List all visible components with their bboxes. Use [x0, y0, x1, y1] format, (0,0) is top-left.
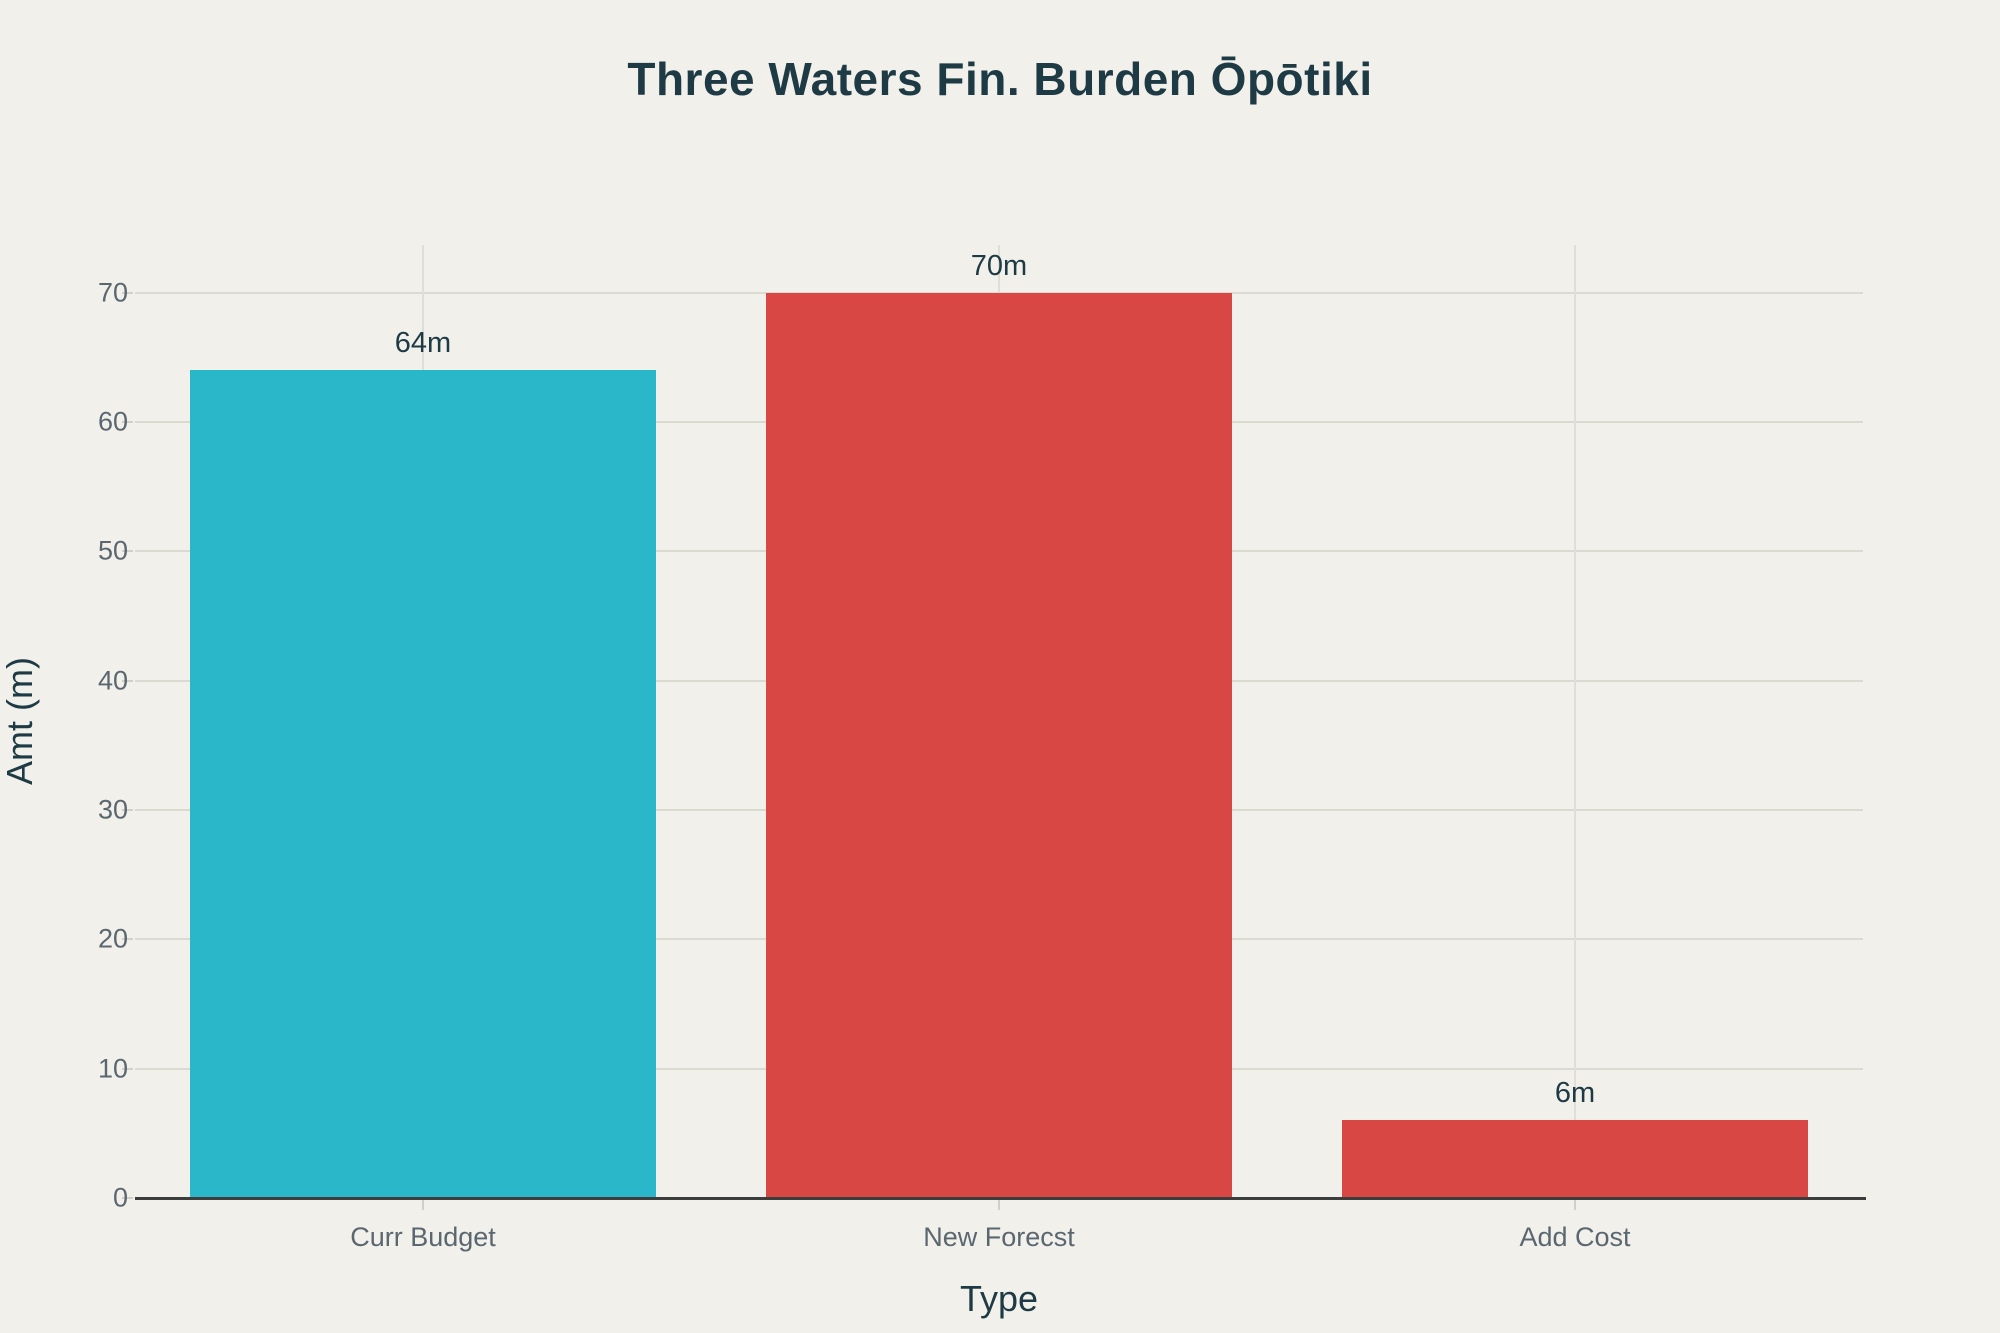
y-tick-mark-40	[122, 679, 133, 682]
y-axis-title: Amt (m)	[0, 657, 40, 785]
y-tick-mark-10	[122, 1067, 133, 1070]
y-tick-label-20: 20	[97, 923, 128, 954]
y-tick-label-40: 40	[97, 665, 128, 696]
y-tick-mark-60	[122, 421, 133, 424]
y-tick-label-70: 70	[97, 277, 128, 308]
bar-value-label-curr-budget: 64m	[394, 327, 452, 360]
x-tick-mark-add-cost	[1574, 1200, 1576, 1210]
x-tick-label-add-cost: Add Cost	[1519, 1222, 1631, 1252]
bar-value-label-new-forecst: 70m	[970, 249, 1028, 282]
v-gridline-2	[1574, 245, 1576, 1198]
bar-curr-budget	[190, 370, 656, 1198]
chart-title: Three Waters Fin. Burden Ōpōtiki	[627, 53, 1373, 105]
plot-area: 64m 70m 6m	[135, 245, 1863, 1198]
x-axis-title: Type	[959, 1278, 1039, 1319]
y-tick-label-0: 0	[112, 1182, 128, 1213]
y-tick-mark-0	[122, 1197, 133, 1199]
bar-value-label-add-cost: 6m	[1554, 1077, 1596, 1110]
y-tick-mark-70	[122, 291, 133, 294]
y-tick-mark-20	[122, 938, 133, 941]
x-tick-mark-new-forecst	[998, 1200, 1000, 1210]
x-axis-line	[135, 1197, 1866, 1200]
y-tick-label-10: 10	[97, 1053, 128, 1084]
x-tick-label-new-forecst: New Forecst	[923, 1222, 1075, 1252]
bar-new-forecst	[766, 292, 1232, 1198]
y-tick-label-50: 50	[97, 535, 128, 566]
x-tick-mark-curr-budget	[422, 1200, 424, 1210]
x-tick-label-curr-budget: Curr Budget	[350, 1222, 496, 1252]
y-tick-mark-30	[122, 809, 133, 812]
y-tick-label-30: 30	[97, 794, 128, 825]
bar-add-cost	[1342, 1120, 1808, 1198]
y-tick-mark-50	[122, 550, 133, 553]
y-tick-label-60: 60	[97, 406, 128, 437]
